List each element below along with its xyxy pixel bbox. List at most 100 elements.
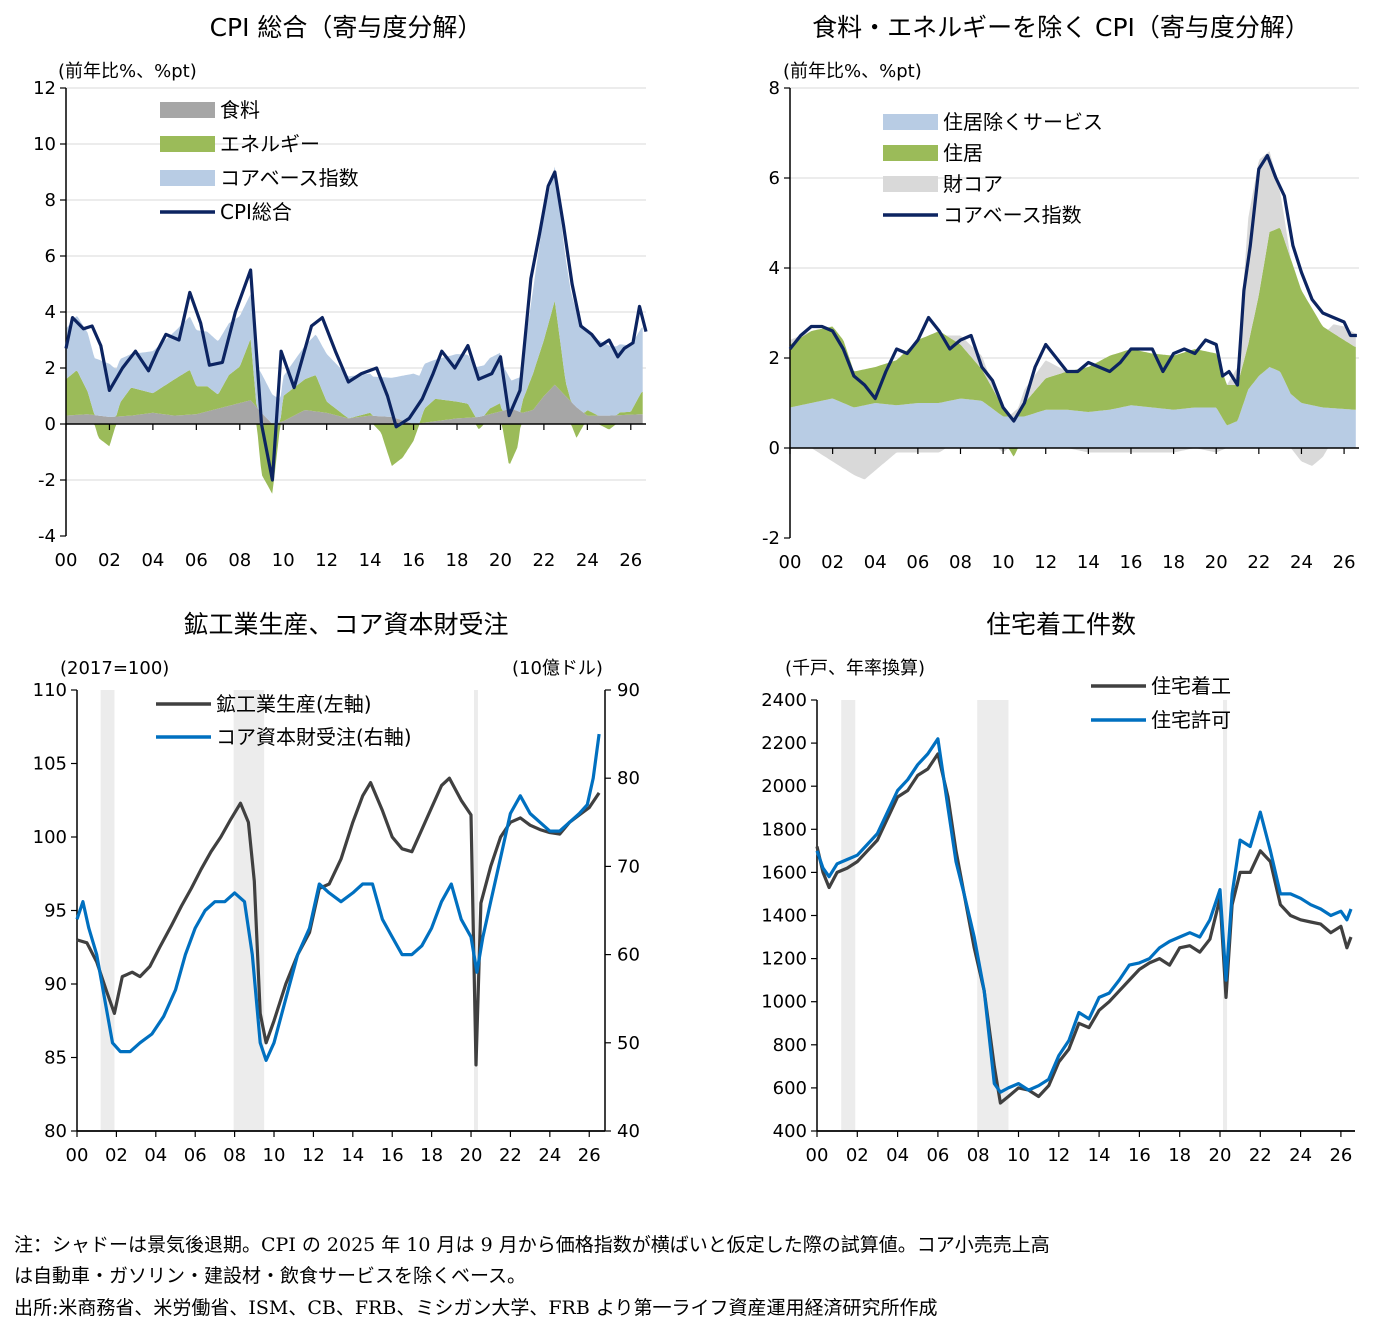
y-tick-label: 90 bbox=[44, 974, 67, 995]
recession-band bbox=[1223, 700, 1228, 1131]
y-tick-label: -4 bbox=[38, 526, 56, 547]
x-tick-label: 20 bbox=[1205, 552, 1228, 573]
x-tick-label: 22 bbox=[1247, 552, 1270, 573]
y-axis-label: (2017=100) bbox=[60, 658, 169, 679]
x-tick-label: 14 bbox=[359, 550, 382, 571]
x-tick-label: 16 bbox=[381, 1145, 404, 1166]
legend-label-エネルギー: エネルギー bbox=[220, 132, 320, 156]
x-tick-label: 10 bbox=[1007, 1145, 1030, 1166]
note-line-2: は自動車・ガソリン・建設材・飲食サービスを除くベース。 bbox=[14, 1265, 527, 1287]
x-tick-label: 24 bbox=[576, 550, 599, 571]
x-tick-label: 12 bbox=[315, 550, 338, 571]
y2-axis-label: (10億ドル) bbox=[512, 658, 603, 679]
x-tick-label: 00 bbox=[66, 1145, 89, 1166]
core-cpi-chart: 食料・エネルギーを除く CPI（寄与度分解）(前年比%、%pt)-2024680… bbox=[762, 13, 1359, 573]
x-tick-label: 12 bbox=[1047, 1145, 1070, 1166]
industrial-production-chart: 鉱工業生産、コア資本財受注 (2017=100) (10億ドル) 80 85 90 95 10… bbox=[33, 610, 640, 1166]
legend-label-住居除くサービス: 住居除くサービス bbox=[943, 110, 1103, 134]
x-tick-label: 02 bbox=[105, 1145, 128, 1166]
x-tick-label: 06 bbox=[185, 550, 208, 571]
legend-swatch-コアベース指数 bbox=[160, 170, 215, 186]
x-tick-label: 08 bbox=[967, 1145, 990, 1166]
x-tick-label: 18 bbox=[1162, 552, 1185, 573]
area-エネルギー-positive bbox=[66, 301, 643, 424]
area-食料-positive bbox=[66, 384, 643, 424]
legend-label-コアベース指数: コアベース指数 bbox=[943, 203, 1082, 227]
x-tick-label: 20 bbox=[460, 1145, 483, 1166]
x-tick-label: 22 bbox=[532, 550, 555, 571]
legend-label-CPI総合: CPI総合 bbox=[220, 200, 292, 224]
x-tick-label: 00 bbox=[55, 550, 78, 571]
x-tick-label: 04 bbox=[864, 552, 887, 573]
line-鉱工業生産(左軸) bbox=[76, 776, 601, 1067]
y-tick-label: 2400 bbox=[761, 690, 807, 711]
source-line: 出所:米商務省、米労働省、ISM、CB、FRB、ミシガン大学、FRB より第一ラ… bbox=[14, 1297, 938, 1319]
y2-tick-label: 90 bbox=[617, 680, 640, 701]
x-tick-label: 26 bbox=[1333, 552, 1356, 573]
y-tick-label: -2 bbox=[38, 470, 56, 491]
chart-title: CPI 総合（寄与度分解） bbox=[210, 13, 483, 42]
recession-band bbox=[473, 690, 478, 1131]
legend-label-コア資本財受注(右軸): コア資本財受注(右軸) bbox=[216, 725, 412, 749]
line-住宅許可 bbox=[815, 737, 1353, 1094]
y-tick-label: 400 bbox=[773, 1121, 807, 1142]
x-tick-label: 14 bbox=[1088, 1145, 1111, 1166]
legend-swatch-エネルギー bbox=[160, 136, 215, 152]
line-CPI総合 bbox=[64, 170, 648, 482]
line-コアベース指数 bbox=[788, 153, 1357, 423]
x-tick-label: 24 bbox=[538, 1145, 561, 1166]
area-住居-positive bbox=[790, 227, 1356, 426]
legend-label-コアベース指数: コアベース指数 bbox=[220, 166, 359, 190]
x-tick-label: 10 bbox=[992, 552, 1015, 573]
x-tick-label: 26 bbox=[1329, 1145, 1352, 1166]
y-tick-label: 4 bbox=[45, 302, 56, 323]
y-tick-label: 1000 bbox=[761, 992, 807, 1013]
y-tick-label: 2200 bbox=[761, 733, 807, 754]
x-tick-label: 08 bbox=[223, 1145, 246, 1166]
y-axis-label: (前年比%、%pt) bbox=[58, 61, 197, 82]
x-tick-label: 14 bbox=[341, 1145, 364, 1166]
x-tick-label: 02 bbox=[846, 1145, 869, 1166]
x-tick-label: 14 bbox=[1077, 552, 1100, 573]
area-エネルギー-negative bbox=[66, 424, 643, 494]
x-tick-label: 04 bbox=[141, 550, 164, 571]
x-tick-label: 12 bbox=[1034, 552, 1057, 573]
y-tick-label: 1400 bbox=[761, 906, 807, 927]
x-tick-label: 04 bbox=[886, 1145, 909, 1166]
y-tick-label: 4 bbox=[769, 258, 780, 279]
x-tick-label: 00 bbox=[779, 552, 802, 573]
x-tick-label: 26 bbox=[578, 1145, 601, 1166]
y-axis-label: (千戸、年率換算) bbox=[785, 658, 925, 679]
legend-swatch-食料 bbox=[160, 102, 215, 118]
y-tick-label: 10 bbox=[33, 134, 56, 155]
x-tick-label: 00 bbox=[806, 1145, 829, 1166]
x-tick-label: 24 bbox=[1289, 1145, 1312, 1166]
y-tick-label: 85 bbox=[44, 1048, 67, 1069]
y2-tick-label: 40 bbox=[617, 1121, 640, 1142]
x-tick-label: 04 bbox=[144, 1145, 167, 1166]
y2-tick-label: 60 bbox=[617, 945, 640, 966]
y-tick-label: 95 bbox=[44, 901, 67, 922]
y-tick-label: 1200 bbox=[761, 949, 807, 970]
x-tick-label: 02 bbox=[821, 552, 844, 573]
x-tick-label: 06 bbox=[926, 1145, 949, 1166]
x-tick-label: 24 bbox=[1290, 552, 1313, 573]
area-財コア-negative bbox=[790, 448, 1356, 480]
x-tick-label: 22 bbox=[1249, 1145, 1272, 1166]
area-住居除くサービス-positive bbox=[790, 367, 1356, 448]
legend-swatch-住居 bbox=[883, 145, 938, 161]
legend-label-鉱工業生産(左軸): 鉱工業生産(左軸) bbox=[216, 692, 372, 716]
x-tick-label: 10 bbox=[272, 550, 295, 571]
chart-title: 食料・エネルギーを除く CPI（寄与度分解） bbox=[812, 13, 1310, 42]
legend-swatch-住居除くサービス bbox=[883, 114, 938, 130]
y-tick-label: 8 bbox=[769, 78, 780, 99]
y-tick-label: 105 bbox=[33, 754, 67, 775]
y2-tick-label: 70 bbox=[617, 856, 640, 877]
y-tick-label: 110 bbox=[33, 680, 67, 701]
x-tick-label: 18 bbox=[446, 550, 469, 571]
y-tick-label: 1800 bbox=[761, 819, 807, 840]
x-tick-label: 10 bbox=[263, 1145, 286, 1166]
y-axis-label: (前年比%、%pt) bbox=[783, 61, 922, 82]
y-tick-label: 12 bbox=[33, 78, 56, 99]
